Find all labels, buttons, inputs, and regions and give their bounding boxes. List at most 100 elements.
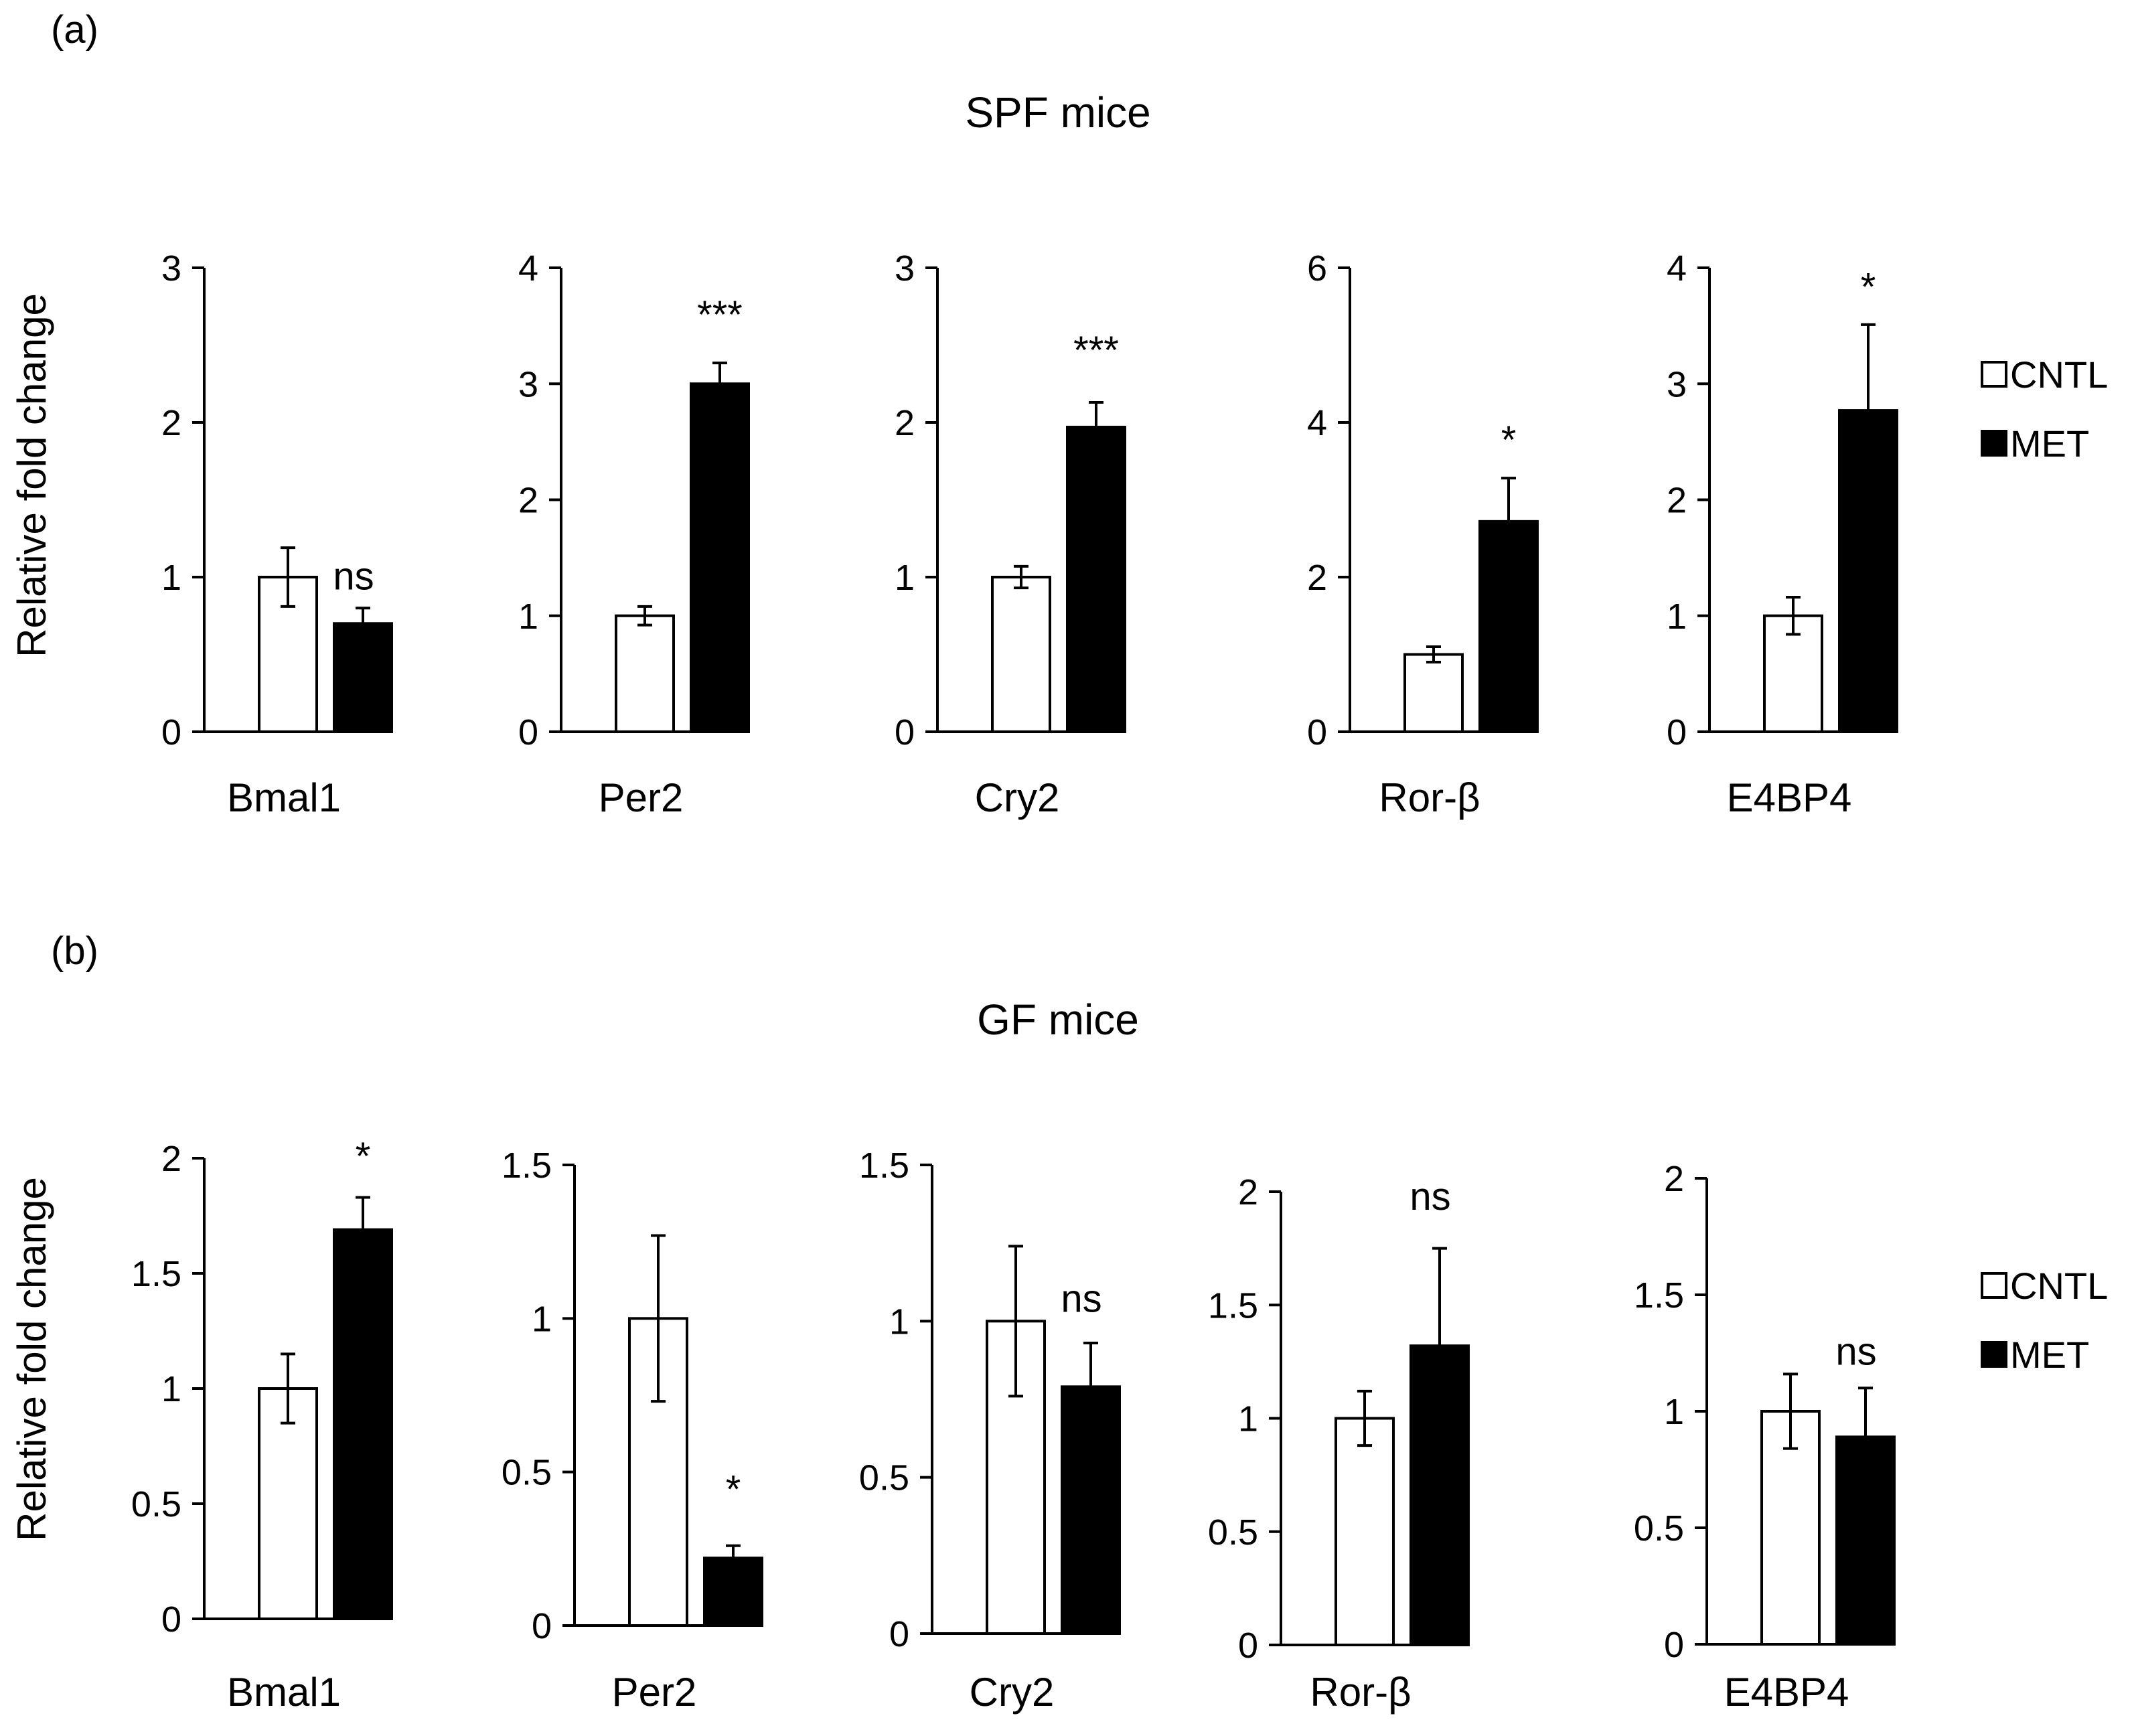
panel-b-title: GF mice <box>977 996 1139 1044</box>
gene-label: Ror-β <box>1379 775 1480 820</box>
chart-b-e4bp4: 0 0.5 1 1.5 2 ns E4BP4 <box>1634 1159 1896 1715</box>
y-tick-label: 2 <box>895 403 915 443</box>
y-tick-label: 1 <box>518 597 538 637</box>
chart-a-ror: 0 2 4 6 * Ror-β <box>1307 248 1539 820</box>
significance-label: * <box>356 1135 371 1178</box>
y-tick-label: 2 <box>1667 481 1687 521</box>
legend-a: CNTL MET <box>1981 353 2108 465</box>
y-tick-label: 0.5 <box>1634 1508 1684 1549</box>
bar-cntl <box>1335 1417 1395 1646</box>
y-tick-label: 1 <box>1664 1392 1684 1432</box>
y-tick-label: 0.5 <box>1208 1512 1258 1553</box>
gene-label: Cry2 <box>970 1670 1055 1715</box>
chart-a-cry2: 0 1 2 3 *** Cry2 <box>895 248 1126 820</box>
gene-label: Per2 <box>612 1670 697 1715</box>
y-tick-label: 0 <box>161 712 181 753</box>
bar-cntl <box>1760 1410 1821 1646</box>
significance-label: * <box>1501 418 1517 462</box>
gene-label: Ror-β <box>1310 1670 1411 1715</box>
y-tick-label: 2 <box>1307 558 1327 598</box>
y-tick-label: 0 <box>532 1606 552 1646</box>
chart-a-e4bp4: 0 1 2 3 4 * E4BP4 <box>1667 248 1898 820</box>
y-tick-label: 0.5 <box>502 1453 552 1493</box>
y-tick-label: 3 <box>895 248 915 289</box>
legend-label-met: MET <box>2010 1334 2089 1376</box>
gene-label: E4BP4 <box>1724 1670 1849 1715</box>
panel-b-ylabel: Relative fold change <box>9 1177 54 1541</box>
significance-label: * <box>1861 266 1876 309</box>
legend-b: CNTL MET <box>1981 1265 2108 1376</box>
panel-a-ylabel: Relative fold change <box>9 293 54 657</box>
y-tick-label: 1.5 <box>1208 1285 1258 1326</box>
y-tick-label: 0 <box>1667 712 1687 753</box>
legend-label-cntl: CNTL <box>2010 1265 2108 1307</box>
legend-label-cntl: CNTL <box>2010 353 2108 396</box>
chart-b-cry2: 0 0.5 1 1.5 ns Cry2 <box>859 1146 1121 1715</box>
y-tick-label: 1 <box>532 1299 552 1339</box>
significance-label: *** <box>1073 329 1119 372</box>
legend-swatch-met <box>1981 430 2007 457</box>
chart-a-bmal1: 0 1 2 3 ns Bmal1 <box>161 248 393 820</box>
y-tick-label: 4 <box>1667 248 1687 289</box>
y-tick-label: 2 <box>1664 1159 1684 1199</box>
gene-label: Bmal1 <box>227 775 341 820</box>
y-tick-label: 1 <box>161 558 181 598</box>
y-tick-label: 2 <box>161 1139 181 1179</box>
chart-a-per2: 0 1 2 3 4 *** Per2 <box>518 248 750 820</box>
legend-swatch-cntl <box>1981 361 2007 388</box>
y-tick-label: 6 <box>1307 248 1327 289</box>
bar-cntl <box>615 614 675 733</box>
chart-b-per2: 0 0.5 1 1.5 * Per2 <box>502 1146 763 1715</box>
y-tick-label: 0 <box>1307 712 1327 753</box>
y-tick-label: 1.5 <box>502 1146 552 1186</box>
gene-label: Bmal1 <box>227 1670 341 1715</box>
y-tick-label: 0.5 <box>859 1458 909 1498</box>
panel-a-title: SPF mice <box>965 88 1150 137</box>
y-tick-label: 0 <box>895 712 915 753</box>
significance-label: *** <box>697 293 743 337</box>
y-tick-label: 1 <box>161 1369 181 1409</box>
significance-label: ns <box>1409 1175 1450 1218</box>
bar-met <box>690 382 750 733</box>
y-tick-label: 0 <box>1664 1625 1684 1665</box>
bar-charts: 0123nsBmal101234***Per20123***Cry20246*R… <box>131 248 1898 1715</box>
bar-cntl <box>258 1387 318 1620</box>
bar-met <box>1066 425 1126 733</box>
panel-label-b: (b) <box>51 929 98 973</box>
bar-met <box>333 622 393 733</box>
bar-cntl <box>1403 653 1464 733</box>
panel-label-a: (a) <box>51 8 98 52</box>
legend-label-met: MET <box>2010 422 2089 465</box>
significance-label: ns <box>1835 1330 1876 1373</box>
significance-label: ns <box>1061 1277 1101 1320</box>
y-tick-label: 1.5 <box>131 1254 181 1294</box>
y-tick-label: 0 <box>518 712 538 753</box>
bar-cntl <box>991 576 1051 733</box>
y-tick-label: 2 <box>518 481 538 521</box>
y-tick-label: 0 <box>889 1614 909 1654</box>
y-tick-label: 3 <box>161 248 181 289</box>
significance-label: ns <box>333 554 374 598</box>
gene-label: E4BP4 <box>1727 775 1852 820</box>
y-tick-label: 2 <box>1238 1172 1258 1212</box>
chart-b-ror: 0 0.5 1 1.5 2 ns Ror-β <box>1208 1172 1470 1715</box>
legend-swatch-cntl <box>1981 1272 2007 1299</box>
y-tick-label: 4 <box>518 248 538 289</box>
gene-label: Per2 <box>599 775 684 820</box>
y-tick-label: 1 <box>889 1301 909 1342</box>
y-tick-label: 1.5 <box>859 1146 909 1186</box>
y-tick-label: 0.5 <box>131 1484 181 1524</box>
y-tick-label: 1.5 <box>1634 1275 1684 1316</box>
y-tick-label: 2 <box>161 403 181 443</box>
legend-swatch-met <box>1981 1341 2007 1368</box>
chart-b-bmal1: 0 0.5 1 1.5 2 * Bmal1 <box>131 1135 393 1715</box>
y-tick-label: 0 <box>161 1599 181 1640</box>
gene-label: Cry2 <box>975 775 1060 820</box>
bar-met <box>333 1228 393 1620</box>
y-tick-label: 1 <box>1667 597 1687 637</box>
y-tick-label: 3 <box>1667 364 1687 404</box>
y-tick-label: 1 <box>895 558 915 598</box>
y-tick-label: 3 <box>518 364 538 404</box>
significance-label: * <box>726 1468 741 1512</box>
